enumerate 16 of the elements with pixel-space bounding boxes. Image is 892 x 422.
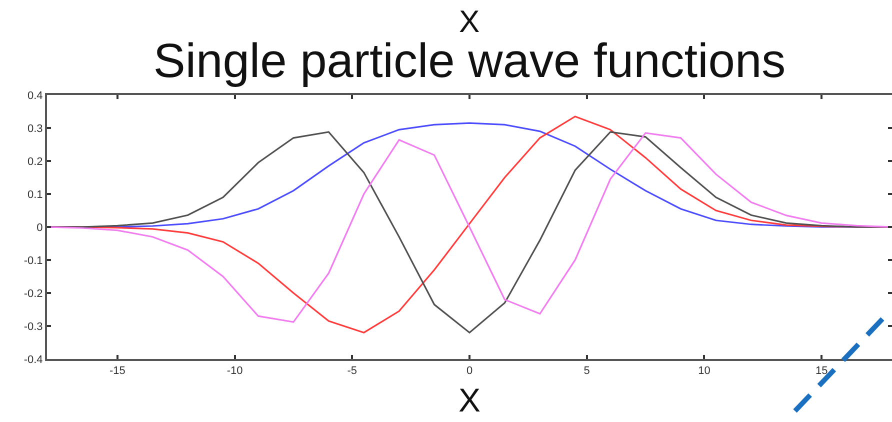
y-tick-label: 0.4 <box>28 90 43 102</box>
y-tick-label: 0.1 <box>28 188 43 201</box>
x-tick-label: -5 <box>347 365 358 378</box>
y-tick-label: 0.3 <box>28 122 43 135</box>
y-tick-label: -0.1 <box>24 254 43 267</box>
x-tick-label: 10 <box>698 365 710 378</box>
y-tick-label: -0.2 <box>24 288 43 300</box>
y-tick-label: -0.4 <box>24 354 43 366</box>
x-tick-label: -15 <box>109 365 126 378</box>
x-tick-label: 0 <box>466 365 473 378</box>
y-tick-label: 0 <box>36 222 43 234</box>
x-axis-title: X <box>458 381 481 418</box>
y-tick-label: 0.2 <box>28 156 43 168</box>
y-tick-label: -0.3 <box>24 320 43 333</box>
x-tick-label: -10 <box>226 365 243 378</box>
x-tick-label: 5 <box>584 365 590 378</box>
